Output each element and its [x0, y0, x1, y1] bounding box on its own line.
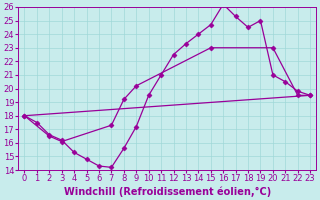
X-axis label: Windchill (Refroidissement éolien,°C): Windchill (Refroidissement éolien,°C)	[64, 186, 271, 197]
